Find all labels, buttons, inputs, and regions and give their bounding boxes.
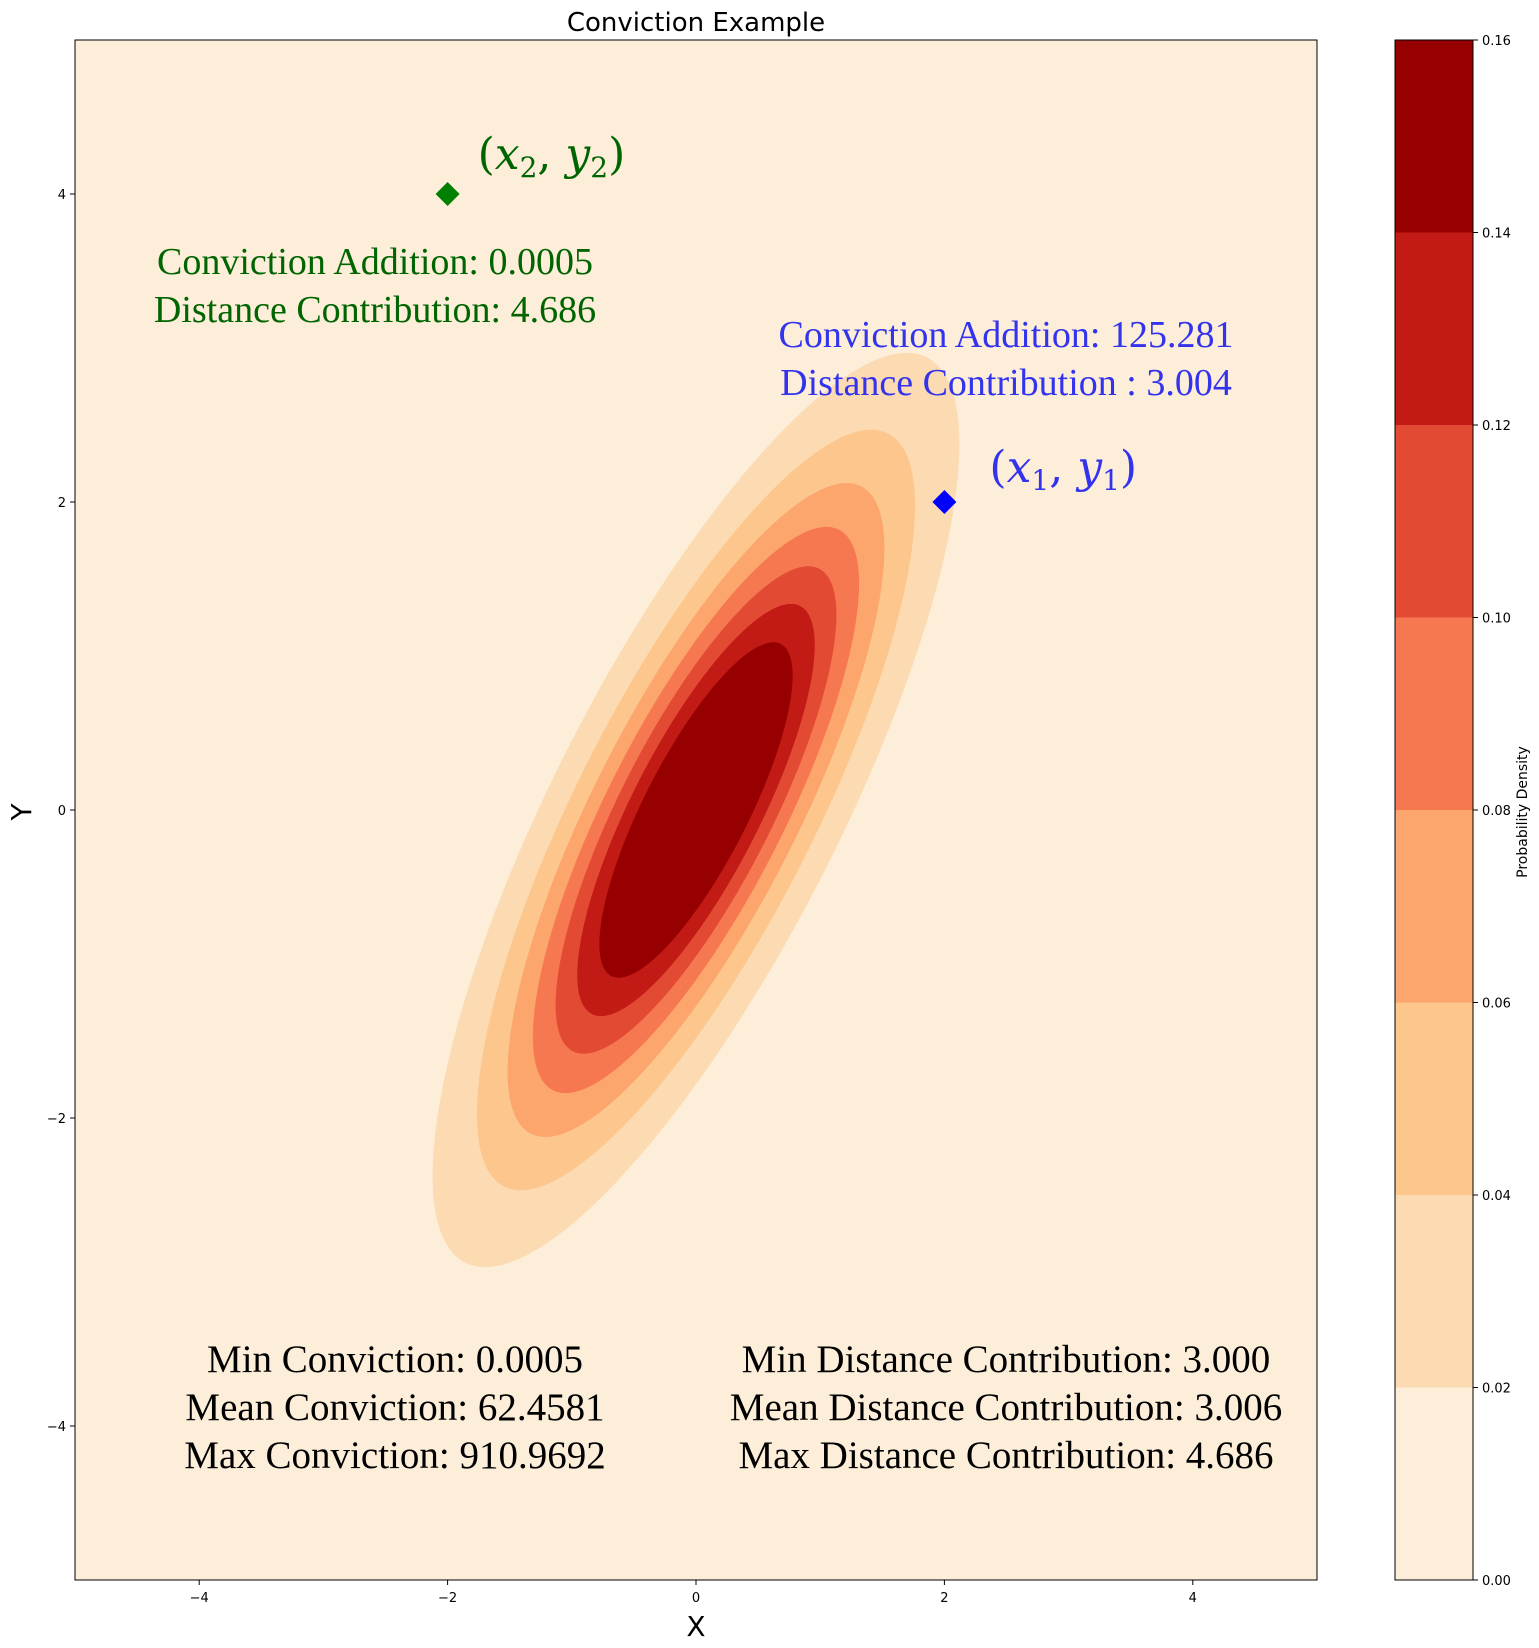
summary-right-line: Min Distance Contribution: 3.000 xyxy=(742,1338,1271,1381)
point-annotations: (x1, y1) Conviction Addition: 125.281 Dist… xyxy=(154,129,1234,497)
colorbar-tick-label: 0.14 xyxy=(1482,227,1511,242)
colorbar-tick-label: 0.16 xyxy=(1482,34,1511,49)
colorbar-tick-label: 0.02 xyxy=(1482,1382,1511,1397)
x-axis-label: X xyxy=(686,1610,705,1643)
colorbar-band xyxy=(1395,617,1473,810)
y-axis-label: Y xyxy=(5,803,38,822)
colorbar-band xyxy=(1395,1002,1473,1195)
colorbar-label: Probability Density xyxy=(1515,746,1531,878)
colorbar-tick-label: 0.00 xyxy=(1482,1574,1511,1589)
data-point-1 xyxy=(932,490,957,514)
point-label-2: (x2, y2) xyxy=(478,129,626,184)
x-tick-label: −2 xyxy=(438,1591,457,1606)
colorbar-band xyxy=(1395,40,1473,233)
colorbar-band xyxy=(1395,1195,1473,1388)
colorbar-tick-label: 0.04 xyxy=(1482,1189,1511,1204)
density-contours xyxy=(432,352,960,1268)
data-points xyxy=(435,182,957,514)
y-tick-label: −2 xyxy=(47,1112,66,1127)
chart-title: Conviction Example xyxy=(567,8,825,38)
data-point-2 xyxy=(435,182,460,206)
contour-band-7 xyxy=(599,642,793,978)
x-axis-ticks: −4 −2 0 2 4 xyxy=(190,1580,1197,1606)
y-axis-ticks: −4 −2 0 2 4 xyxy=(47,188,75,1435)
colorbar: 0.00 0.02 0.04 0.06 0.08 0.10 0.12 0.14 0.16 xyxy=(1394,34,1511,1589)
point-annotation-line: Conviction Addition: 0.0005 xyxy=(157,241,593,283)
y-tick-label: −4 xyxy=(47,1420,66,1435)
summary-statistics: Min Conviction: 0.0005 Mean Conviction: 6… xyxy=(184,1338,1282,1477)
x-tick-label: 2 xyxy=(940,1591,948,1606)
summary-left-line: Min Conviction: 0.0005 xyxy=(207,1338,583,1381)
colorbar-tick-label: 0.10 xyxy=(1482,612,1511,627)
point-annotation-line: Conviction Addition: 125.281 xyxy=(779,314,1234,356)
colorbar-tick-label: 0.06 xyxy=(1482,997,1511,1012)
colorbar-band xyxy=(1395,425,1473,618)
summary-left-line: Max Conviction: 910.9692 xyxy=(184,1434,605,1477)
y-tick-label: 2 xyxy=(58,496,66,511)
colorbar-band xyxy=(1395,232,1473,425)
point-annotation-line: Distance Contribution : 3.004 xyxy=(780,362,1232,404)
summary-right-line: Mean Distance Contribution: 3.006 xyxy=(730,1386,1282,1429)
point-annotation-line: Distance Contribution: 4.686 xyxy=(154,289,596,331)
summary-left-line: Mean Conviction: 62.4581 xyxy=(185,1386,604,1429)
colorbar-tick-label: 0.08 xyxy=(1482,804,1511,819)
plot-area xyxy=(74,39,1318,1581)
point-label-1: (x1, y1) xyxy=(989,442,1137,497)
colorbar-tick-label: 0.12 xyxy=(1482,419,1511,434)
x-tick-label: 0 xyxy=(692,1591,700,1606)
x-tick-label: −4 xyxy=(190,1591,209,1606)
y-tick-label: 4 xyxy=(58,188,66,203)
y-tick-label: 0 xyxy=(58,804,66,819)
colorbar-band xyxy=(1395,810,1473,1003)
x-tick-label: 4 xyxy=(1189,1591,1197,1606)
summary-right-line: Max Distance Contribution: 4.686 xyxy=(738,1434,1273,1477)
colorbar-band xyxy=(1395,1387,1473,1580)
